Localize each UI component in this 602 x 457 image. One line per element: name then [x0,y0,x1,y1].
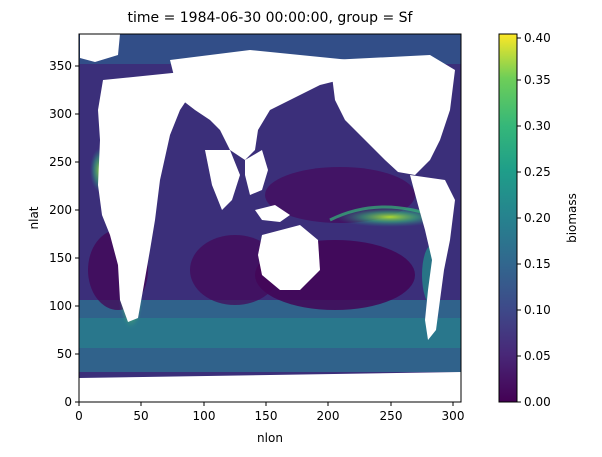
land-australia [258,225,320,290]
y-tick: 150 [49,251,79,265]
colorbar-tick-label: 0.15 [524,257,551,271]
colorbar-tick-label: 0.00 [524,395,551,409]
x-tick: 100 [193,402,216,423]
colorbar-tick-label: 0.40 [524,31,551,45]
colorbar-tick: 0.05 [517,349,551,363]
colorbar-tick: 0.35 [517,73,551,87]
colorbar-tick-label: 0.05 [524,349,551,363]
y-tick-label: 200 [49,203,72,217]
x-tick: 50 [133,402,149,423]
land-indonesia [255,205,290,222]
x-tick: 150 [255,402,278,423]
colorbar-tick: 0.10 [517,303,551,317]
y-tick-label: 100 [49,299,72,313]
land-north-america [330,55,455,175]
land-eurasia [170,50,360,160]
colorbar-tick: 0.40 [517,31,551,45]
y-tick-label: 250 [49,155,72,169]
y-axis-label: nlat [27,206,41,229]
land-south-america [410,175,455,340]
colorbar-gradient [498,33,518,403]
x-tick-label: 50 [133,409,148,423]
land-mask [79,34,461,402]
x-tick-label: 150 [255,409,278,423]
x-tick: 200 [317,402,340,423]
indian-ocean-gyre [190,235,280,305]
y-tick-label: 0 [64,395,72,409]
y-tick-label: 50 [57,347,72,361]
x-tick-label: 100 [193,409,216,423]
y-tick: 350 [49,59,79,73]
y-axis: 0 50 100 150 200 250 300 350 [49,59,79,409]
x-axis: 0 50 100 150 200 250 300 [75,402,464,423]
colorbar-tick-label: 0.10 [524,303,551,317]
x-tick-label: 250 [380,409,403,423]
y-tick: 50 [57,347,79,361]
land-greenland [80,34,120,62]
x-axis-label: nlon [257,431,283,445]
colorbar-tick: 0.30 [517,119,551,133]
y-tick: 0 [64,395,79,409]
x-tick-label: 0 [75,409,83,423]
heatmap-area [79,34,461,402]
colorbar-tick-label: 0.35 [524,73,551,87]
colorbar-tick: 0.25 [517,165,551,179]
colorbar: 0.00 0.05 0.10 0.15 0.20 0.25 0.30 0.35 … [498,31,579,409]
y-tick: 200 [49,203,79,217]
x-tick: 0 [75,402,83,423]
colorbar-tick-label: 0.20 [524,211,551,225]
y-tick: 300 [49,107,79,121]
y-tick-label: 350 [49,59,72,73]
land-africa [98,72,190,322]
x-tick: 250 [380,402,403,423]
colorbar-tick: 0.15 [517,257,551,271]
plot-frame [78,33,462,403]
colorbar-tick-label: 0.25 [524,165,551,179]
y-tick: 100 [49,299,79,313]
land-antarctica [79,372,461,402]
x-tick-label: 200 [317,409,340,423]
land-india [205,150,240,210]
colorbar-tick: 0.00 [517,395,551,409]
colorbar-tick-label: 0.30 [524,119,551,133]
y-tick-label: 300 [49,107,72,121]
x-tick-label: 300 [442,409,465,423]
chart-title: time = 1984-06-30 00:00:00, group = Sf [128,10,414,26]
colorbar-tick: 0.20 [517,211,551,225]
colorbar-label: biomass [565,193,579,243]
x-tick: 300 [442,402,465,423]
y-tick-label: 150 [49,251,72,265]
y-tick: 250 [49,155,79,169]
land-southeast-asia [245,150,268,195]
southern-ocean-band-inner [79,318,461,348]
